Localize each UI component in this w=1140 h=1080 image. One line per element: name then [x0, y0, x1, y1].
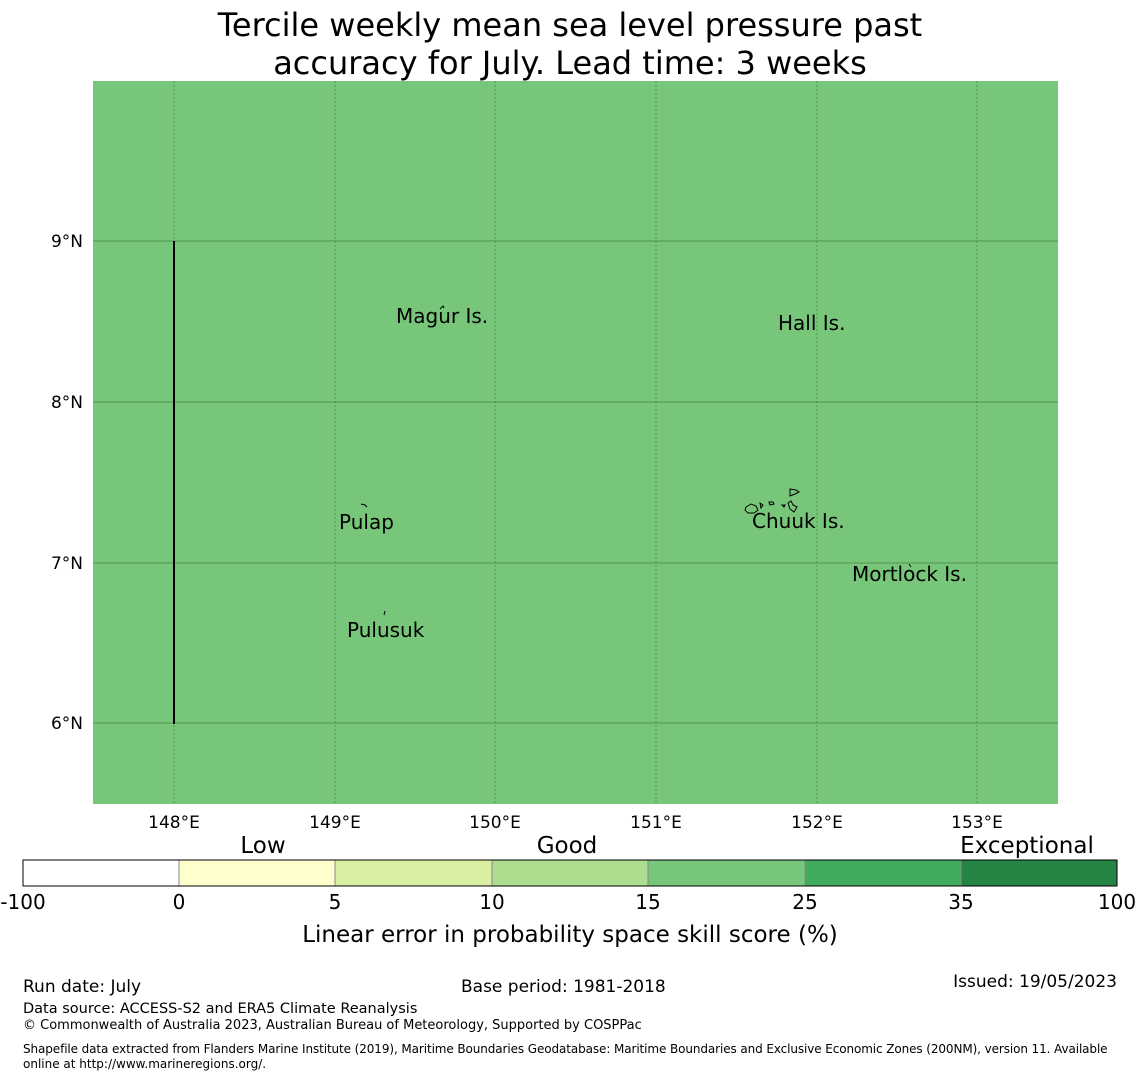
legend-category-low: Low — [240, 833, 285, 859]
colorbar-title: Linear error in probability space skill … — [302, 922, 838, 948]
issued-text: Issued: 19/05/2023 — [953, 972, 1117, 992]
chart-title: Tercile weekly mean sea level pressure p… — [0, 6, 1140, 82]
colorbar-tick-minus100: -100 — [0, 890, 45, 914]
colorbar-segment-7 — [960, 859, 1118, 887]
place-label-pulusuk: Pulusuk — [347, 618, 425, 642]
legend-category-good: Good — [537, 833, 598, 859]
shapefile-text-line-1: Shapefile data extracted from Flanders M… — [23, 1042, 1108, 1056]
place-label-magur: Magur Is. — [396, 304, 488, 328]
lat-gridlines — [93, 240, 1058, 724]
lon-tick-labels: 148°E 149°E 150°E 151°E 152°E 153°E — [148, 813, 1003, 833]
copyright-text: © Commonwealth of Australia 2023, Austra… — [23, 1018, 642, 1033]
chuuk-island-shape-5 — [787, 500, 798, 513]
place-label-mortlock: Mortlock Is. — [852, 562, 967, 586]
colorbar-tick-10: 10 — [479, 890, 504, 914]
lon-tick-152e: 152°E — [791, 813, 843, 833]
legend-category-labels: Low Good Exceptional — [240, 833, 1093, 859]
lon-tick-150e: 150°E — [469, 813, 521, 833]
shapefile-text-line-2: online at http://www.marineregions.org/. — [23, 1057, 267, 1071]
lat-tick-6n: 6°N — [51, 714, 83, 734]
magur-island-shape — [439, 305, 445, 310]
lat-tick-9n: 9°N — [51, 232, 83, 252]
colorbar-tick-35: 35 — [948, 890, 973, 914]
lat-tick-labels: 9°N 8°N 7°N 6°N — [51, 232, 83, 734]
colorbar-tick-5: 5 — [329, 890, 342, 914]
colorbar-segment-2 — [178, 859, 336, 887]
pulap-island-shape — [360, 503, 368, 508]
base-period-text: Base period: 1981-2018 — [461, 977, 666, 997]
colorbar — [22, 859, 1118, 887]
chuuk-island-shape-4 — [789, 488, 800, 497]
colorbar-tick-25: 25 — [792, 890, 817, 914]
place-labels: Magur Is. Hall Is. Pulap Chuuk Is. Mortl… — [339, 304, 967, 642]
lon-tick-153e: 153°E — [951, 813, 1003, 833]
colorbar-segment-6 — [804, 859, 962, 887]
mortlock-island-shape — [908, 563, 912, 568]
pulusuk-island-shape — [383, 610, 386, 616]
colorbar-tick-100: 100 — [1098, 890, 1136, 914]
lon-tick-149e: 149°E — [309, 813, 361, 833]
legend-category-exceptional: Exceptional — [960, 833, 1094, 859]
colorbar-segment-1 — [22, 859, 180, 887]
colorbar-frame — [22, 859, 1118, 887]
lon-tick-151e: 151°E — [630, 813, 682, 833]
title-line-2: accuracy for July. Lead time: 3 weeks — [273, 44, 867, 82]
lat-tick-8n: 8°N — [51, 393, 83, 413]
map-background — [93, 81, 1058, 804]
chuuk-island-shape-1 — [744, 503, 759, 514]
chuuk-island-shape-3 — [780, 504, 786, 508]
colorbar-tick-labels: -100 0 5 10 15 25 35 100 — [0, 890, 1136, 914]
run-date-text: Run date: July — [23, 977, 142, 997]
colorbar-tick-0: 0 — [173, 890, 186, 914]
lat-tick-7n: 7°N — [51, 554, 83, 574]
chuuk-island-shape-6 — [759, 501, 764, 510]
place-label-hall: Hall Is. — [778, 311, 845, 335]
colorbar-segment-3 — [334, 859, 493, 887]
place-label-chuuk: Chuuk Is. — [752, 509, 845, 533]
colorbar-segment-4 — [491, 859, 649, 887]
colorbar-segment-5 — [647, 859, 806, 887]
title-line-1: Tercile weekly mean sea level pressure p… — [217, 6, 923, 44]
place-label-pulap: Pulap — [339, 510, 394, 534]
colorbar-tick-15: 15 — [635, 890, 660, 914]
data-source-text: Data source: ACCESS-S2 and ERA5 Climate … — [23, 1001, 418, 1017]
chuuk-island-shape-2 — [768, 501, 775, 506]
island-outlines — [360, 305, 912, 616]
lon-tick-148e: 148°E — [148, 813, 200, 833]
